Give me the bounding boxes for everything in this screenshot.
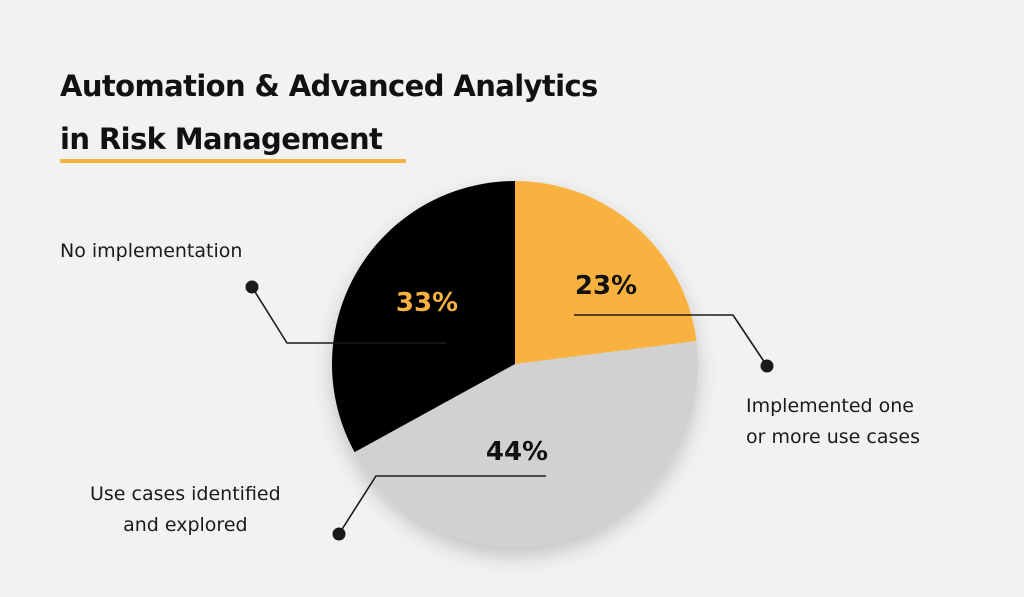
slice-label-implemented: Implemented one or more use cases [746,391,920,453]
pie-slice-none [332,181,515,453]
slice-label-none-line-1: No implementation [60,240,243,262]
slice-label-implemented-line-2: or more use cases [746,426,920,448]
slice-label-identified-line-2: and explored [123,514,248,536]
slice-value-identified: 44% [486,437,548,467]
slice-value-labels: 23% 44% 33% [396,271,637,467]
pie-slice-identified [354,341,699,547]
callout-dot-none [245,280,259,294]
slice-label-identified: Use cases identified and explored [90,479,281,541]
pie-slices [332,181,699,547]
callout-line-identified [338,475,546,535]
slice-value-none: 33% [396,288,458,318]
slice-label-implemented-line-1: Implemented one [746,395,914,417]
callout-connectors [245,280,774,541]
callout-dot-implemented [760,359,774,373]
slice-value-implemented: 23% [575,271,637,301]
callout-line-implemented [574,314,768,367]
title-underline [60,159,406,163]
pie-slice-implemented [515,181,697,364]
chart-title-line-2: in Risk Management [60,122,383,156]
callout-dot-identified [332,527,346,541]
slice-label-none: No implementation [60,236,242,267]
slice-label-identified-line-1: Use cases identified [90,483,281,505]
callout-line-none [251,286,446,344]
chart-title-line-1: Automation & Advanced Analytics [60,69,598,103]
chart-title: Automation & Advanced Analytics in Risk … [60,60,598,166]
